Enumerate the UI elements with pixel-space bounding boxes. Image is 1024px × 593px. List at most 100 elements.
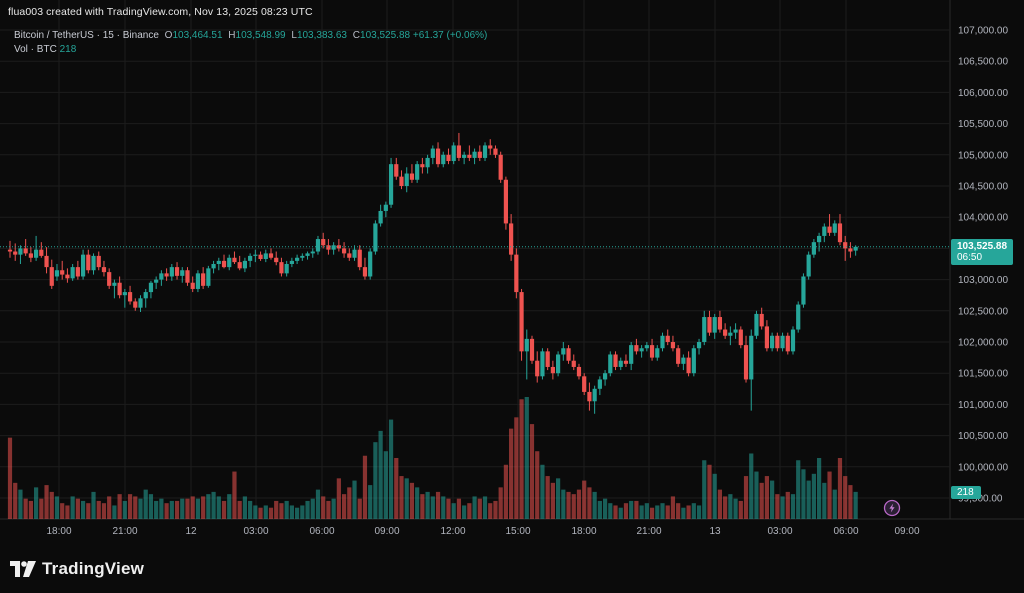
volume-bar	[655, 505, 660, 519]
candle-body	[388, 164, 394, 205]
volume-bar	[707, 464, 712, 519]
time-tick-label: 06:00	[309, 526, 334, 537]
candle-body	[394, 164, 399, 177]
candle-body	[613, 354, 618, 367]
volume-bar	[472, 496, 477, 519]
candle-body	[169, 267, 174, 277]
candle-body	[373, 223, 378, 252]
candle-body	[566, 348, 571, 361]
volume-bar	[284, 500, 289, 519]
candle-body	[23, 248, 28, 254]
volume-bar	[634, 500, 639, 519]
candle-body	[811, 242, 816, 255]
candle-body	[738, 329, 743, 346]
candle-body	[827, 226, 832, 233]
volume-bar	[843, 476, 848, 519]
time-tick-label: 09:00	[894, 526, 919, 537]
volume-bar	[780, 496, 785, 519]
candle-body	[352, 249, 357, 258]
symbol-name[interactable]: Bitcoin / TetherUS · 15 · Binance	[14, 30, 159, 41]
volume-bar	[566, 491, 571, 519]
volume-bar	[268, 507, 274, 519]
tradingview-logo[interactable]: TradingView	[10, 559, 144, 579]
volume-bar	[613, 505, 618, 519]
volume-bar	[592, 491, 597, 519]
candle-body	[655, 348, 660, 358]
volume-bar	[404, 478, 409, 519]
volume-bar	[143, 489, 148, 519]
brand-name: TradingView	[42, 559, 145, 578]
volume-bar	[848, 485, 853, 519]
volume-bar	[415, 487, 420, 519]
last-price-value: 103,525.88	[957, 241, 1008, 252]
candle-body	[13, 251, 18, 255]
candle-body	[806, 254, 811, 277]
candle-body	[696, 342, 702, 349]
high-key: H	[228, 30, 236, 41]
volume-bar	[185, 498, 190, 519]
lightning-icon[interactable]	[883, 499, 901, 517]
volume-bar	[837, 458, 843, 519]
volume-bar	[686, 505, 691, 519]
change-value: +61.37 (+0.06%)	[412, 30, 488, 41]
volume-bar	[524, 397, 529, 519]
candle-body	[780, 335, 785, 349]
price-tick-label: 107,000.00	[958, 26, 1008, 37]
candle-body	[822, 226, 827, 236]
volume-bar	[190, 496, 195, 519]
candle-body	[535, 360, 540, 377]
price-tick-label: 104,000.00	[958, 213, 1008, 224]
volume-bar	[378, 430, 383, 519]
candle-body	[44, 255, 49, 268]
candle-body	[80, 254, 86, 277]
candle-body	[279, 262, 284, 274]
candle-body	[597, 379, 602, 389]
volume-bar	[582, 480, 587, 519]
price-tick-label: 103,000.00	[958, 275, 1008, 286]
volume-bar	[65, 505, 70, 519]
volume-bar	[451, 503, 456, 519]
candle-body	[770, 335, 775, 349]
candle-body	[441, 154, 446, 165]
volume-bar	[482, 496, 488, 519]
open-value: 103,464.51	[172, 30, 223, 41]
candle-body	[368, 251, 373, 277]
candle-body	[107, 272, 112, 286]
volume-label[interactable]: Vol · BTC	[14, 44, 57, 55]
volume-bar	[148, 494, 154, 519]
candle-body	[60, 270, 65, 275]
volume-bar	[540, 464, 545, 519]
candle-body	[775, 335, 780, 349]
volume-bar	[477, 498, 482, 519]
volume-bar	[211, 491, 216, 519]
volume-bar	[310, 498, 315, 519]
candle-body	[843, 242, 848, 249]
volume-bar	[253, 505, 258, 519]
time-tick-label: 12	[185, 526, 197, 537]
candle-body	[514, 254, 519, 293]
price-tick-label: 100,500.00	[958, 431, 1008, 442]
volume-row: Vol · BTC 218	[14, 43, 487, 57]
volume-bar	[446, 498, 451, 519]
candlestick-chart[interactable]: 107,000.00 106,500.00 106,000.00 105,500.00…	[0, 0, 1024, 538]
time-axis[interactable]: 18:00 21:00 12 03:00 06:00 09:00 12:00 15:00 18:…	[46, 526, 919, 537]
candle-body	[623, 360, 629, 364]
candle-body	[284, 264, 289, 274]
price-tick-label: 102,500.00	[958, 306, 1008, 317]
candle-body	[503, 179, 508, 224]
volume-bar	[503, 464, 508, 519]
volume-bar	[39, 498, 44, 519]
volume-bar	[300, 505, 305, 519]
candle-body	[268, 253, 274, 258]
candle-body	[159, 273, 164, 280]
candle-body	[237, 262, 242, 269]
candle-body	[665, 335, 670, 342]
volume-bar	[159, 498, 164, 519]
candle-body	[420, 164, 425, 168]
candle-body	[117, 282, 122, 296]
volume-bar	[597, 500, 602, 519]
volume-bar	[764, 476, 769, 519]
volume-bar	[462, 505, 467, 519]
candle-body	[138, 298, 143, 308]
volume-bar	[237, 500, 242, 519]
